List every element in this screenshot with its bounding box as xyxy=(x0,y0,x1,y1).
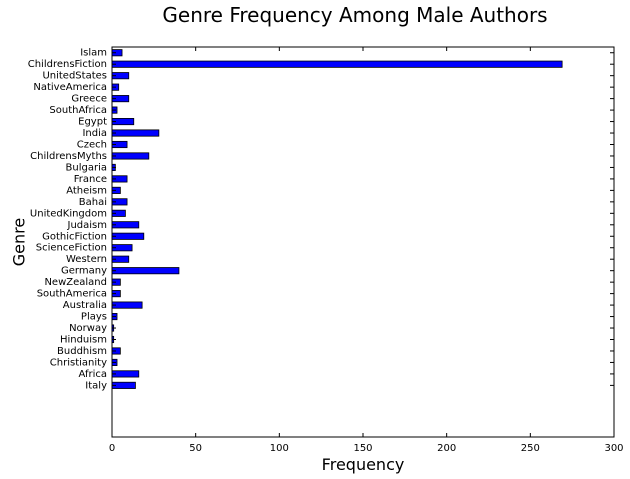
y-tick-label: ScienceFiction xyxy=(36,243,107,254)
y-tick-label: GothicFiction xyxy=(42,231,107,242)
y-axis-label: Genre xyxy=(10,218,29,266)
x-axis-label: Frequency xyxy=(322,455,405,474)
y-tick-label: Australia xyxy=(63,300,107,311)
x-tick-label: 150 xyxy=(353,443,372,454)
y-tick-label: ChildrensFiction xyxy=(28,59,107,70)
y-tick-label: Norway xyxy=(69,323,107,334)
bar-Africa xyxy=(111,370,140,378)
y-tick-label: Bahai xyxy=(79,197,107,208)
y-tick-label: Egypt xyxy=(78,117,107,128)
x-tick-label: 200 xyxy=(437,443,456,454)
y-tick-label: Africa xyxy=(78,369,107,380)
y-tick-label: UnitedKingdom xyxy=(30,208,107,219)
y-tick-label: UnitedStates xyxy=(42,71,107,82)
y-tick-label: ChildrensMyths xyxy=(30,151,107,162)
y-tick-label: Hinduism xyxy=(60,335,107,346)
y-tick-label: Germany xyxy=(61,266,107,277)
bar-Judaism xyxy=(111,221,140,229)
y-tick-label: Judaism xyxy=(67,220,108,231)
bar-Germany xyxy=(111,267,180,275)
y-tick-label: Islam xyxy=(80,48,107,59)
y-tick-label: Czech xyxy=(77,140,107,151)
chart-title: Genre Frequency Among Male Authors xyxy=(162,3,547,27)
y-tick-label: Italy xyxy=(85,380,107,391)
y-tick-label: France xyxy=(74,174,107,185)
x-tick-label: 250 xyxy=(521,443,540,454)
y-tick-label: Western xyxy=(66,254,107,265)
y-tick-label: Buddhism xyxy=(57,346,107,357)
bars xyxy=(111,49,563,389)
plot-frame xyxy=(111,46,615,438)
tick-labels: IslamChildrensFictionUnitedStatesNativeA… xyxy=(28,48,624,454)
x-tick-label: 100 xyxy=(270,443,289,454)
y-tick-label: India xyxy=(82,128,107,139)
bar-Australia xyxy=(111,301,143,309)
y-tick-label: Christianity xyxy=(50,357,107,368)
bar-ChildrensMyths xyxy=(111,152,150,160)
y-tick-label: Plays xyxy=(81,312,107,323)
y-tick-label: NewZealand xyxy=(44,277,107,288)
x-tick-label: 0 xyxy=(109,443,115,454)
y-tick-label: Bulgaria xyxy=(66,162,107,173)
x-tick-label: 50 xyxy=(189,443,202,454)
ticks xyxy=(111,47,615,437)
y-tick-label: NativeAmerica xyxy=(33,82,107,93)
bar-ChildrensFiction xyxy=(111,60,563,68)
y-tick-label: Greece xyxy=(71,94,107,105)
y-tick-label: SouthAfrica xyxy=(49,105,107,116)
y-tick-label: SouthAmerica xyxy=(37,289,107,300)
bar-India xyxy=(111,129,160,137)
y-tick-label: Atheism xyxy=(66,185,107,196)
x-tick-label: 300 xyxy=(604,443,623,454)
bar-GothicFiction xyxy=(111,232,145,240)
